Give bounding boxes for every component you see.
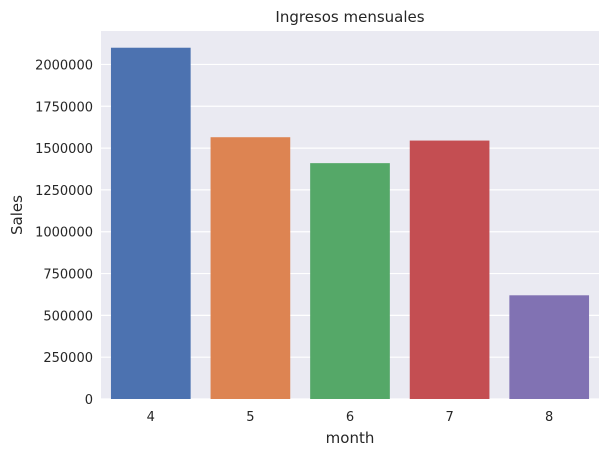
x-tick-label: 5: [246, 410, 254, 425]
bars: [110, 47, 590, 400]
bar-month-5: [210, 137, 291, 399]
bar-month-4: [110, 47, 191, 400]
bar-month-8: [509, 295, 590, 399]
x-axis-label: month: [326, 429, 375, 447]
y-tick-label: 0: [85, 393, 93, 408]
y-tick-label: 750000: [43, 268, 93, 283]
x-tick-label: 4: [147, 410, 155, 425]
y-tick-label: 1000000: [35, 226, 93, 241]
y-tick-label: 1750000: [35, 100, 93, 115]
bar-month-7: [409, 140, 490, 399]
y-tick-label: 1500000: [35, 142, 93, 157]
y-tick-label: 500000: [43, 309, 93, 324]
x-tick-label: 7: [445, 410, 453, 425]
y-tick-label: 2000000: [35, 58, 93, 73]
x-tick-label: 6: [346, 410, 354, 425]
chart-title: Ingresos mensuales: [275, 8, 424, 26]
y-axis-label: Sales: [8, 195, 26, 235]
y-tick-label: 250000: [43, 351, 93, 366]
x-axis-ticks: 4 5 6 7 8: [147, 410, 554, 425]
y-axis-ticks: 0 250000 500000 750000 1000000 1250000 1500000…: [35, 58, 93, 408]
bar-month-6: [310, 163, 390, 399]
x-tick-label: 8: [545, 410, 553, 425]
y-tick-label: 1250000: [35, 184, 93, 199]
